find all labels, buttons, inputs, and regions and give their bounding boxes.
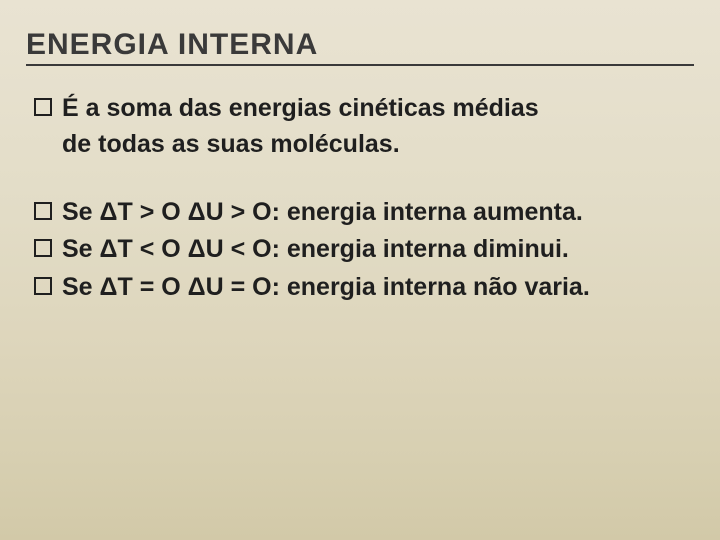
list-item: Se ΔT > O ΔU > O: energia interna aument… bbox=[34, 196, 690, 230]
square-bullet-icon bbox=[34, 98, 52, 116]
slide-content: É a soma das energias cinéticas médias d… bbox=[26, 92, 694, 305]
slide-title: ENERGIA INTERNA bbox=[26, 28, 694, 62]
definition-text-2: de todas as suas moléculas. bbox=[62, 128, 400, 162]
list-item: Se ΔT = O ΔU = O: energia interna não va… bbox=[34, 271, 690, 305]
square-bullet-icon bbox=[34, 277, 52, 295]
rule-text: Se ΔT > O ΔU > O: energia interna aument… bbox=[62, 196, 583, 230]
definition-text-1: É a soma das energias cinéticas médias bbox=[62, 92, 539, 126]
rule-text: Se ΔT < O ΔU < O: energia interna diminu… bbox=[62, 233, 569, 267]
definition-paragraph: É a soma das energias cinéticas médias d… bbox=[34, 92, 690, 162]
square-bullet-icon bbox=[34, 202, 52, 220]
slide: ENERGIA INTERNA É a soma das energias ci… bbox=[0, 0, 720, 540]
definition-line-2: de todas as suas moléculas. bbox=[34, 128, 690, 162]
rules-list: Se ΔT > O ΔU > O: energia interna aument… bbox=[34, 196, 690, 305]
list-item: Se ΔT < O ΔU < O: energia interna diminu… bbox=[34, 233, 690, 267]
definition-line-1: É a soma das energias cinéticas médias bbox=[34, 92, 690, 126]
square-bullet-icon bbox=[34, 239, 52, 257]
rule-text: Se ΔT = O ΔU = O: energia interna não va… bbox=[62, 271, 590, 305]
title-underline: ENERGIA INTERNA bbox=[26, 28, 694, 66]
